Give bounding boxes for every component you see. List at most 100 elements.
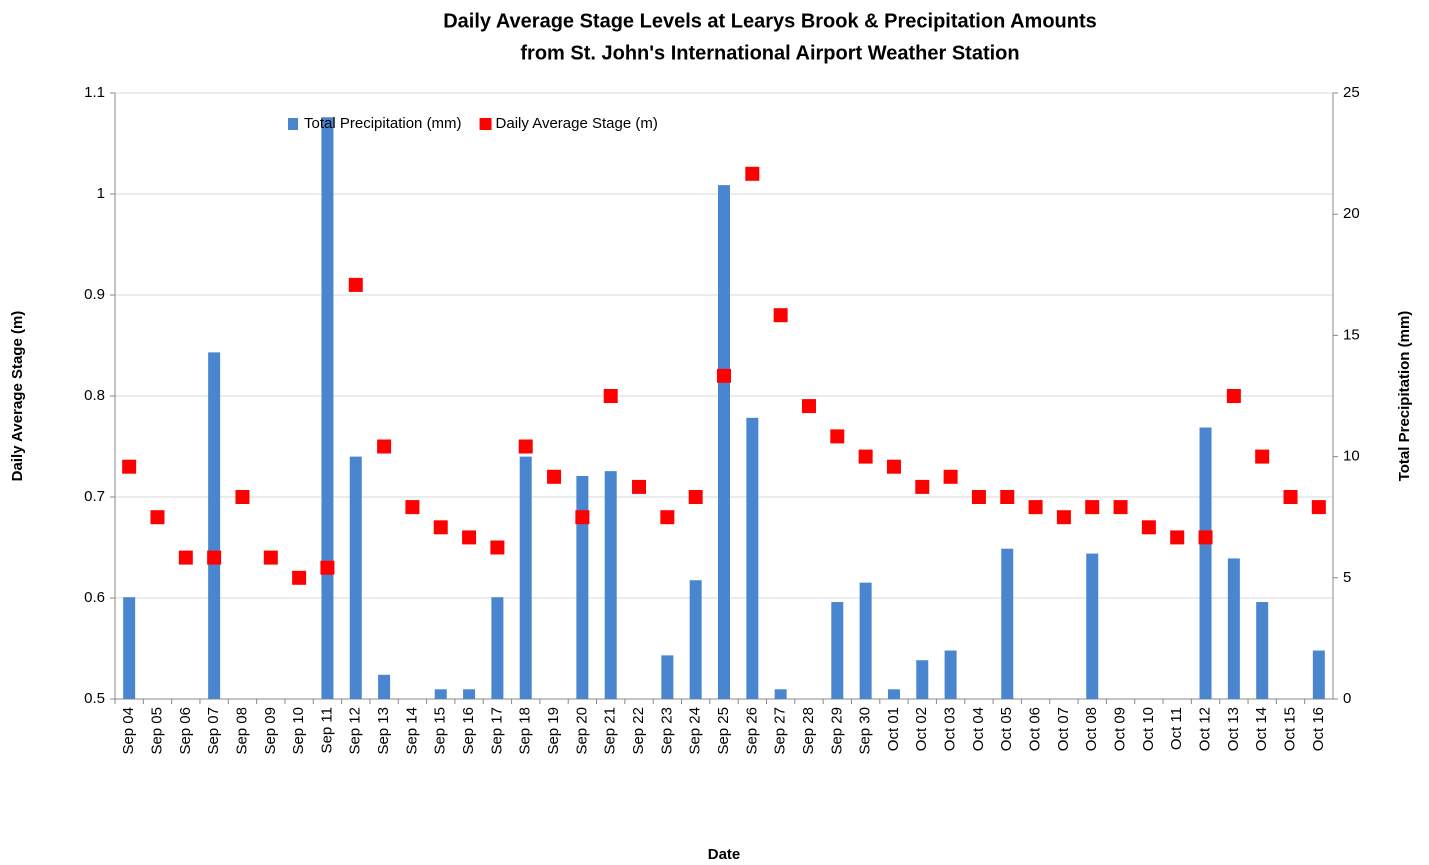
y2-tick-label: 15 [1343,326,1360,343]
x-tick-label: Sep 25 [715,707,732,755]
x-tick-label: Oct 02 [913,707,930,751]
bar [1199,427,1212,699]
bar [519,456,532,699]
x-tick-label: Oct 06 [1027,707,1044,751]
x-tick-label: Oct 11 [1168,707,1185,750]
x-tick-label: Sep 18 [517,707,534,755]
y2-tick-label: 25 [1343,84,1360,101]
marker [632,479,647,494]
x-tick-label: Sep 08 [233,707,250,755]
marker [603,389,618,403]
bar [859,582,872,699]
x-tick-label: Sep 23 [658,707,675,755]
y-tick-label: 0.9 [84,286,105,303]
y-tick-label: 0.6 [84,589,105,606]
marker [547,469,562,484]
bar [1001,548,1014,699]
x-tick-label: Sep 12 [347,707,364,755]
marker [292,570,307,585]
bar [491,597,504,699]
chart-title: Daily Average Stage Levels at Learys Bro… [443,10,1097,32]
marker [1000,490,1015,504]
marker [207,550,222,565]
marker [688,490,703,504]
x-tick-label: Sep 29 [828,707,845,755]
bar [1312,650,1325,699]
marker [943,469,958,484]
bar [349,456,362,699]
marker [178,550,193,565]
bar [887,689,900,699]
x-tick-label: Oct 15 [1281,707,1298,751]
marker [1226,389,1241,403]
x-tick-label: Sep 09 [262,707,279,755]
marker [886,459,901,474]
marker [348,277,363,292]
x-tick-label: Oct 03 [942,707,959,751]
bar [576,475,589,699]
bar [746,417,759,699]
marker [745,166,760,181]
x-tick-label: Oct 16 [1310,707,1327,751]
marker [320,560,335,575]
bar [831,602,844,699]
marker [1085,500,1100,515]
marker [1056,510,1071,525]
x-tick-label: Sep 28 [800,707,817,755]
bar [123,597,136,699]
bar [774,689,787,699]
x-tick-label: Sep 19 [545,707,562,755]
marker [1141,520,1156,535]
y2-tick-label: 5 [1343,569,1351,586]
x-tick-label: Oct 13 [1225,707,1242,751]
x-tick-label: Oct 07 [1055,707,1072,751]
marker [1255,449,1270,464]
bar [463,689,476,699]
x-tick-label: Oct 14 [1253,707,1270,751]
x-tick-label: Oct 01 [885,707,902,751]
x-tick-label: Sep 15 [432,707,449,755]
marker [575,510,590,525]
x-tick-label: Sep 26 [743,707,760,755]
x-tick-label: Oct 04 [970,707,987,751]
x-tick-label: Sep 14 [403,707,420,755]
legend-label: Total Precipitation (mm) [304,115,462,132]
y-tick-label: 0.7 [84,488,105,505]
x-tick-label: Oct 10 [1140,707,1157,751]
bar [208,352,221,699]
marker [801,399,816,414]
x-tick-label: Oct 12 [1197,707,1214,751]
x-tick-label: Sep 04 [120,707,137,755]
y-tick-label: 0.8 [84,387,105,404]
marker [405,500,420,515]
bar [434,689,447,699]
bar [661,655,674,699]
x-tick-label: Sep 16 [460,707,477,755]
marker [1170,530,1185,545]
x-tick-label: Sep 21 [602,707,619,755]
chart-title: from St. John's International Airport We… [520,42,1019,64]
marker [915,479,930,494]
bar [378,674,391,699]
x-tick-label: Sep 17 [488,707,505,755]
x-tick-label: Sep 20 [573,707,590,755]
x-tick-label: Sep 06 [177,707,194,755]
bar [718,185,730,699]
x-tick-label: Oct 09 [1112,707,1129,751]
bar [916,660,929,699]
marker [1028,500,1043,515]
x-tick-label: Sep 24 [687,707,704,755]
marker [1283,490,1298,504]
x-tick-label: Sep 07 [205,707,222,755]
x-tick-label: Sep 10 [290,707,307,755]
marker [150,510,165,525]
y-tick-label: 1.1 [84,84,105,101]
bar [1086,553,1099,699]
legend-label: Daily Average Stage (m) [496,115,658,132]
bar [1256,602,1269,699]
x-tick-label: Sep 05 [148,707,165,755]
marker [235,490,250,504]
marker [433,520,448,535]
x-axis-title: Date [708,846,741,863]
